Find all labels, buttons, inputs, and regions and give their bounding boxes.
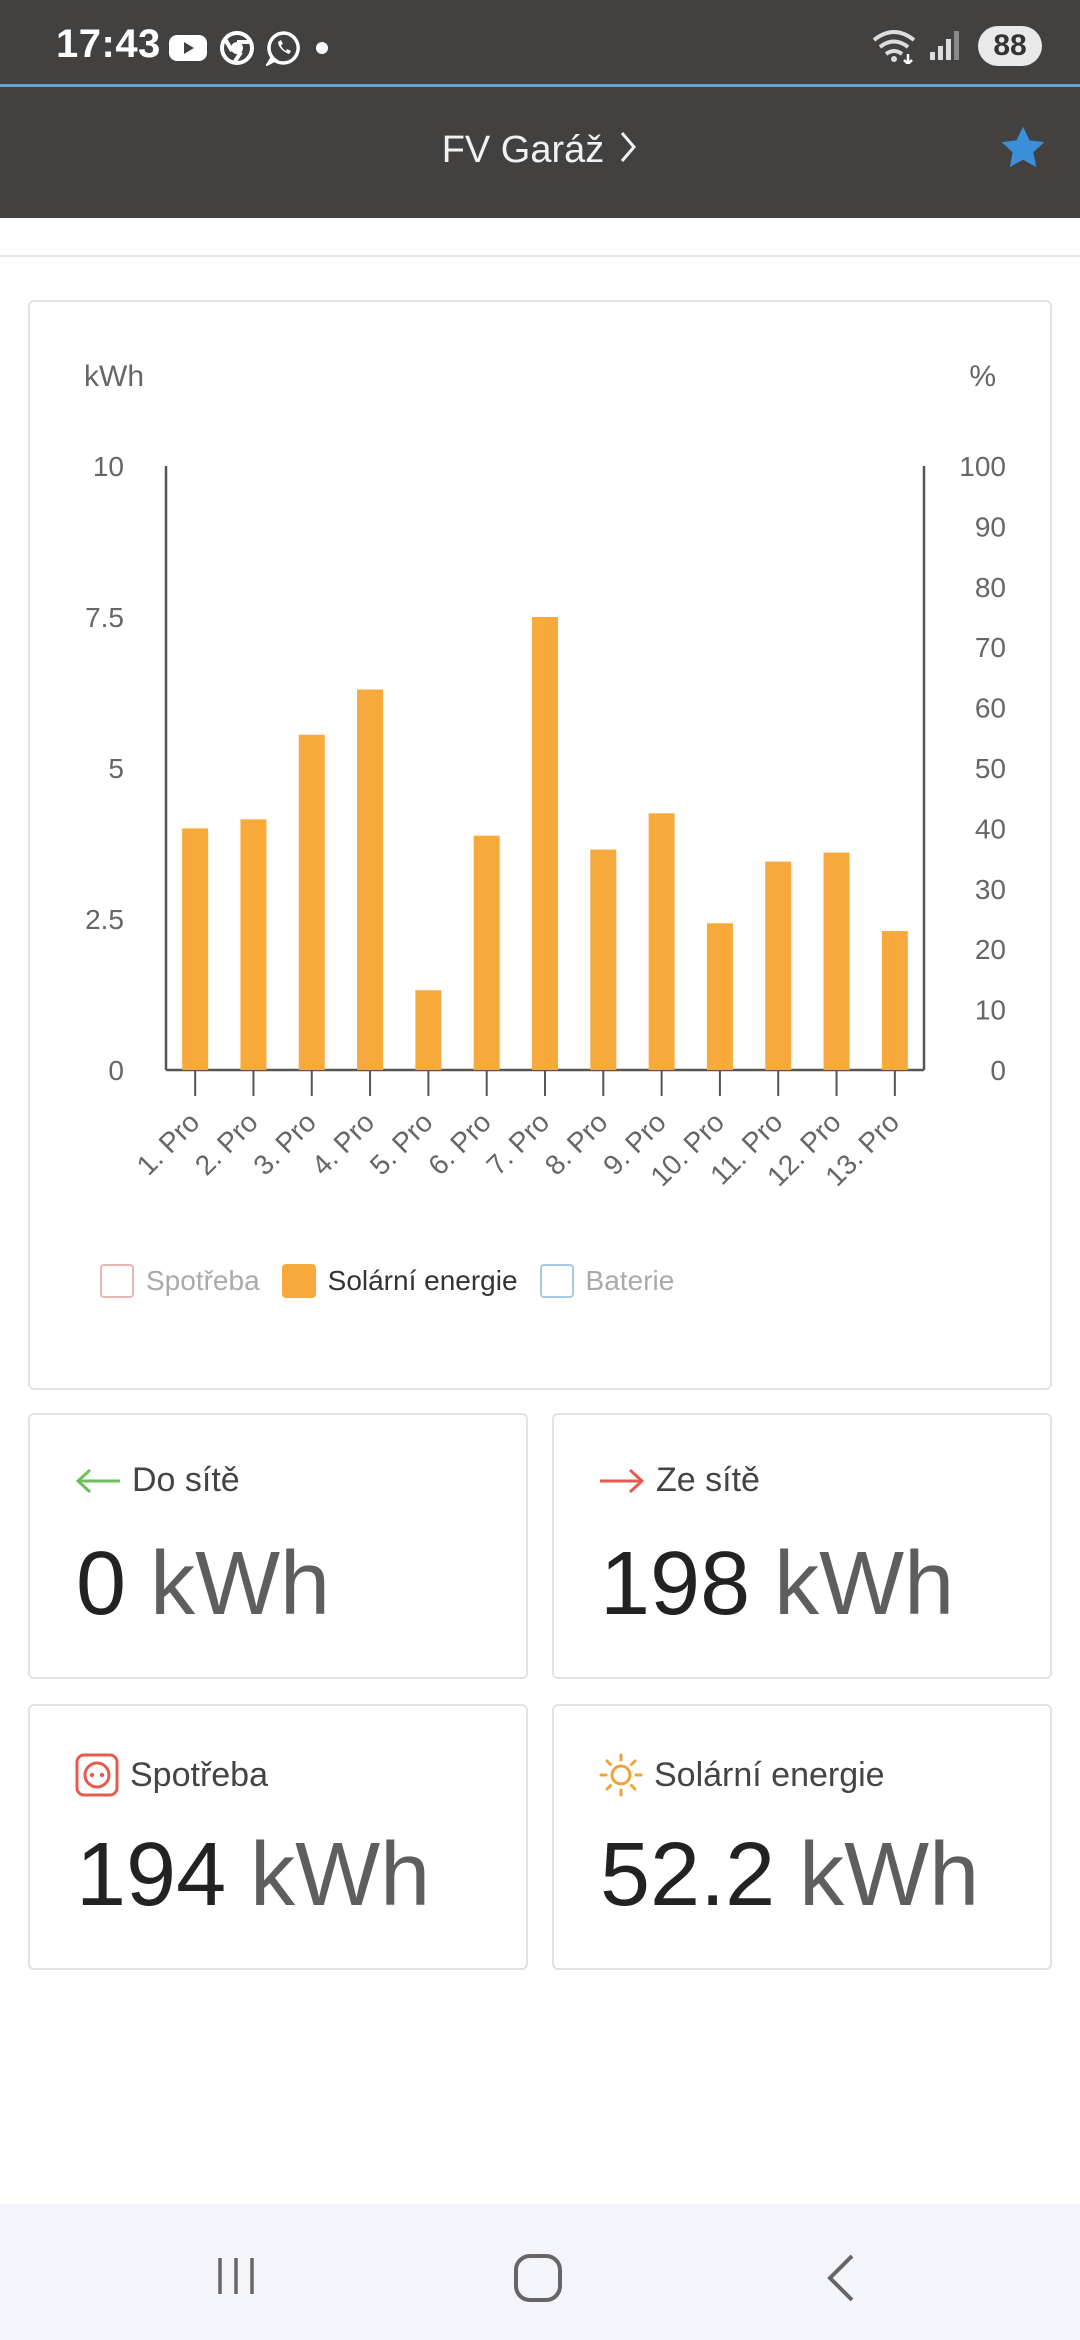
legend-item-battery[interactable]: Baterie <box>539 1264 675 1298</box>
stat-value: 194 kWh <box>76 1825 431 1925</box>
legend-label: Baterie <box>585 1265 675 1296</box>
stat-card-export[interactable]: Do sítě 0 kWh <box>28 1413 528 1679</box>
y2-axis-label: % <box>969 360 996 393</box>
notification-dot-icon <box>316 42 328 54</box>
legend-swatch <box>100 1264 134 1298</box>
system-nav-bar <box>0 2204 1080 2340</box>
status-bar-underline <box>0 84 1080 87</box>
chart-bar <box>298 734 325 1070</box>
x-tick-label: 3. Pro <box>247 1106 322 1181</box>
y-tick-label: 2.5 <box>85 904 124 935</box>
favorite-button[interactable] <box>996 121 1050 180</box>
chart-bar <box>590 849 617 1070</box>
chart-bar <box>473 835 500 1070</box>
legend-item-consumption[interactable]: Spotřeba <box>100 1264 260 1298</box>
chart-bar <box>881 931 908 1070</box>
recents-icon <box>218 2258 254 2294</box>
x-tick-label: 8. Pro <box>539 1106 614 1181</box>
back-button[interactable] <box>822 2252 858 2309</box>
x-tick-label: 1. Pro <box>131 1106 206 1181</box>
chart-bar <box>532 617 558 1070</box>
stat-value: 198 kWh <box>600 1534 955 1634</box>
chart-legend: Spotřeba Solární energie Baterie <box>100 1264 696 1298</box>
y2-tick-label: 90 <box>975 511 1006 542</box>
chevron-right-icon <box>621 132 637 162</box>
x-tick-label: 6. Pro <box>422 1106 497 1181</box>
x-tick-label: 2. Pro <box>189 1106 264 1181</box>
chart-bar <box>357 689 384 1070</box>
status-bar: 17:43 88 <box>0 0 1080 86</box>
y-axis-label: kWh <box>84 360 144 393</box>
y-tick-label: 0 <box>108 1055 124 1086</box>
y2-tick-label: 60 <box>975 693 1006 724</box>
stat-header: Ze sítě <box>598 1461 760 1500</box>
legend-label: Solární energie <box>327 1265 518 1296</box>
chart-bar <box>648 813 675 1070</box>
y2-tick-label: 0 <box>990 1055 1006 1086</box>
y2-tick-label: 80 <box>975 572 1006 603</box>
y2-tick-label: 30 <box>975 874 1006 905</box>
socket-icon <box>75 1753 119 1797</box>
arrow-right-icon <box>600 1468 645 1493</box>
home-button[interactable] <box>512 2252 564 2309</box>
recents-button[interactable] <box>212 2252 260 2305</box>
chart-bar <box>240 819 267 1070</box>
stat-label: Solární energie <box>654 1755 885 1794</box>
star-icon <box>1001 126 1045 168</box>
legend-swatch <box>281 1264 316 1298</box>
stat-card-solar[interactable]: Solární energie 52.2 kWh <box>552 1704 1052 1970</box>
chart-bar <box>823 852 850 1070</box>
status-time: 17:43 <box>56 22 161 66</box>
site-title: FV Garáž <box>441 129 605 172</box>
stat-value: 52.2 kWh <box>600 1825 980 1925</box>
y2-tick-label: 50 <box>975 753 1006 784</box>
wifi-icon <box>872 30 916 64</box>
content-divider <box>0 255 1080 257</box>
stat-label: Spotřeba <box>130 1755 268 1794</box>
chart-bar <box>706 923 733 1070</box>
sun-icon <box>599 1753 643 1797</box>
stat-header: Solární energie <box>598 1752 885 1798</box>
battery-indicator: 88 <box>978 26 1042 66</box>
stat-label: Do sítě <box>132 1461 240 1499</box>
y-tick-label: 10 <box>93 451 124 482</box>
stat-header: Do sítě <box>74 1461 240 1500</box>
chart-bar <box>415 990 442 1070</box>
x-tick-label: 4. Pro <box>306 1106 381 1181</box>
y2-tick-label: 100 <box>959 451 1006 482</box>
legend-label: Spotřeba <box>146 1265 260 1296</box>
chart-bar <box>765 861 792 1070</box>
stat-header: Spotřeba <box>74 1752 268 1798</box>
y2-tick-label: 70 <box>975 632 1006 663</box>
back-icon <box>827 2254 854 2302</box>
chrome-icon <box>220 31 254 65</box>
status-app-icons <box>168 30 330 66</box>
y2-tick-label: 10 <box>975 995 1006 1026</box>
youtube-icon <box>169 35 207 61</box>
y-tick-label: 5 <box>108 753 124 784</box>
x-tick-label: 7. Pro <box>480 1106 555 1181</box>
y-tick-label: 7.5 <box>85 602 124 633</box>
y2-tick-label: 20 <box>975 934 1006 965</box>
stat-card-consumption[interactable]: Spotřeba 194 kWh <box>28 1704 528 1970</box>
stat-card-import[interactable]: Ze sítě 198 kWh <box>552 1413 1052 1679</box>
legend-item-solar[interactable]: Solární energie <box>281 1264 518 1298</box>
site-title-button[interactable]: FV Garáž <box>0 129 1080 175</box>
y2-tick-label: 40 <box>975 813 1006 844</box>
x-tick-label: 5. Pro <box>364 1106 439 1181</box>
chart-bar <box>182 828 209 1070</box>
home-icon <box>514 2254 562 2302</box>
chart-card: kWh% 0 2.5 5 7.5 10 0 10 20 30 40 50 60 70 80 90 100 1. P… <box>28 300 1052 1390</box>
status-system-icons <box>870 28 962 64</box>
arrow-left-icon <box>75 1468 120 1493</box>
whatsapp-icon <box>266 31 300 66</box>
stat-value: 0 kWh <box>76 1534 331 1634</box>
signal-icon <box>930 31 959 60</box>
stat-label: Ze sítě <box>656 1461 760 1499</box>
legend-swatch <box>539 1264 574 1298</box>
app-bar: FV Garáž <box>0 87 1080 218</box>
